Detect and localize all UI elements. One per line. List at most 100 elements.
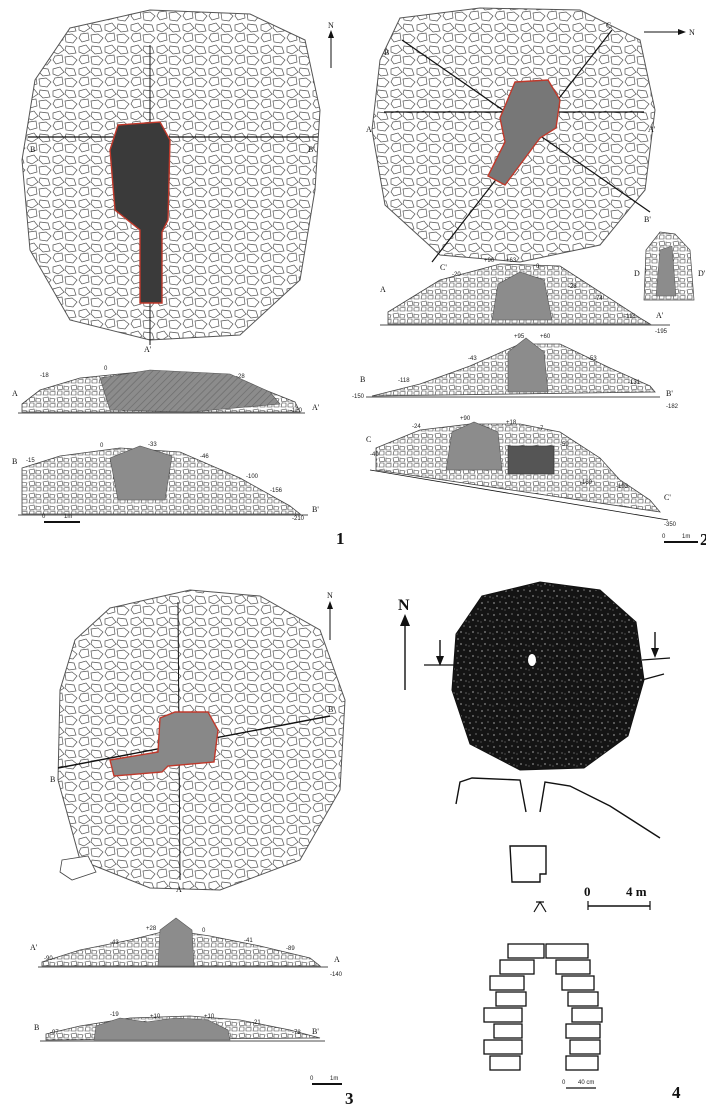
panel-2-elev-c-1: -24 (412, 424, 421, 430)
panel-1-label-b: B (30, 145, 35, 154)
panel-4-scale-plan-zero: 0 (584, 884, 591, 899)
panel-2-plan-label-a: A (366, 125, 372, 134)
panel-1-elev-a-2: -28 (236, 374, 245, 380)
panel-3-label-b-prime: B' (312, 1027, 319, 1036)
panel-2-scale-max: 1m (682, 534, 690, 540)
panel-2-label-b: B (360, 375, 365, 384)
panel-1-elev-b-6: -210 (292, 516, 305, 522)
panel-3-section-b-chamber (93, 1017, 231, 1041)
panel-2-section-a-chamber (491, 271, 553, 321)
panel-3-scale-zero: 0 (310, 1076, 314, 1082)
panel-4-passage-mark (533, 900, 547, 913)
panel-2-elev-b-2: -43 (468, 356, 477, 362)
panel-3-section-a-chamber (157, 917, 195, 967)
panel-1-elev-b-3: -46 (200, 454, 209, 460)
panel-1-section-b-chamber (109, 445, 173, 501)
panel-1-chamber (109, 121, 171, 304)
panel-3-elev-a-6: -140 (330, 972, 343, 978)
panel-2-elev-c-4: -7 (538, 426, 544, 432)
panel-3-elev-b-0: -97 (50, 1030, 59, 1036)
panel-2-elev-b-1: -118 (398, 378, 410, 384)
panel-2-chamber (487, 79, 561, 186)
panel-2-plan-label-c: C (606, 21, 611, 30)
panel-1-north-label: N (328, 21, 334, 30)
panel-3-chamber (109, 711, 219, 777)
panel-3-elev-a-1: -43 (110, 940, 119, 946)
panel-3-elev-b-2: +10 (150, 1014, 161, 1020)
panel-2-elev-a-1: +90 (484, 258, 495, 264)
panel-2-label-c-prime: C' (664, 493, 671, 502)
panel-1-north-arrowhead (328, 30, 334, 38)
panel-1-scale-zero: 0 (42, 514, 46, 520)
panel-2-elev-b-4: +60 (540, 334, 551, 340)
panel-2-elev-b-5: -53 (588, 356, 597, 362)
panel-4-north-arrowhead (400, 614, 410, 626)
panel-1-label-a-prime: A' (312, 403, 320, 412)
panel-4-section-line-right-b (641, 673, 665, 681)
panel-1-elev-b-5: -156 (270, 488, 283, 494)
panel-2-elev-c-5: -59 (560, 442, 569, 448)
panel-4-corbelled-passage (483, 943, 603, 1071)
panel-1-section-a-chamber (99, 369, 281, 413)
panel-1-label-a: A (12, 389, 18, 398)
panel-2-label-b-prime: B' (666, 389, 673, 398)
panel-2: N B C A A' B' C' D D' A A' -20 +90 +63 0… (352, 7, 706, 549)
panel-1-label-b-prime: B' (308, 145, 315, 154)
panel-1-number: 1 (336, 529, 345, 548)
panel-2-elev-c-8: -350 (664, 522, 677, 528)
panel-2-elev-a-5: -74 (594, 296, 603, 302)
panel-1-label-a-prime-plan: A' (144, 345, 152, 354)
panel-3-elev-b-1: -19 (110, 1012, 119, 1018)
panel-2-elev-c-6: -169 (580, 480, 593, 486)
panel-3-north-label: N (327, 591, 333, 600)
panel-4-number: 4 (672, 1083, 681, 1102)
panel-2-elev-c-3: +18 (506, 420, 517, 426)
panel-1-elev-b-1: 0 (100, 443, 104, 449)
panel-3-label-a-prime: A' (30, 943, 38, 952)
panel-2-section-d-chamber (655, 245, 677, 297)
panel-2-plan-label-c-prime: C' (440, 263, 447, 272)
panel-4: N 0 4 m (398, 581, 681, 1102)
panel-2-label-d-prime: D' (698, 269, 706, 278)
panel-2-elev-b-7: -182 (666, 404, 679, 410)
panel-2-label-a: A (380, 285, 386, 294)
panel-2-label-c: C (366, 435, 371, 444)
panel-3-elev-b-3: +10 (204, 1014, 215, 1020)
panel-2-elev-a-0: -20 (452, 272, 461, 278)
panel-2-elev-a-4: -28 (568, 284, 577, 290)
panel-2-section-c-lintel (507, 445, 555, 475)
panel-3-elev-b-4: -21 (252, 1020, 261, 1026)
panel-2-plan-label-a-prime: A' (648, 125, 656, 134)
panel-2-north-arrowhead (678, 29, 686, 35)
panel-3-elev-b-5: -78 (292, 1030, 301, 1036)
panel-1-elev-a-1: 0 (104, 366, 108, 372)
panel-3-elev-a-2: +28 (146, 926, 157, 932)
panel-2-plan-label-b: B (384, 48, 389, 57)
panel-1-elev-a-3: -120 (290, 408, 303, 414)
panel-4-section-line-right (641, 657, 671, 661)
panel-4-profile (455, 777, 661, 839)
panel-1-label-b-prime-section: B' (312, 505, 319, 514)
panel-2-plan-label-b-prime: B' (644, 215, 651, 224)
panel-1-elev-b-4: -100 (246, 474, 259, 480)
panel-4-north-label: N (398, 597, 410, 614)
panel-3-north-arrowhead (327, 601, 333, 609)
panel-2-label-a-prime: A' (656, 311, 664, 320)
panel-2-elev-a-2: +63 (506, 258, 517, 264)
panel-1-cairn-plan (21, 9, 321, 341)
panel-4-section-arrowhead-left (436, 656, 444, 666)
panel-3-plan-label-b: B (50, 775, 55, 784)
panel-2-scale-zero: 0 (662, 534, 666, 540)
panel-2-elev-b-6: -131 (628, 380, 641, 386)
panel-4-mound-plan (451, 581, 645, 771)
panel-2-elev-c-7: -193 (616, 484, 629, 490)
panel-2-elev-b-3: +95 (514, 334, 525, 340)
panel-4-scale-detail-max: 40 cm (578, 1080, 594, 1086)
panel-2-section-c-ground (369, 469, 669, 521)
panel-1-label-b-section: B (12, 457, 17, 466)
panel-2-elev-b-0: -150 (352, 394, 365, 400)
panel-4-section-arrowhead-right (651, 648, 659, 658)
panel-3: N B B' A A' A -90 -43 +28 0 -41 -89 -140… (30, 589, 354, 1108)
panel-4-scale-detail-zero: 0 (562, 1080, 566, 1086)
